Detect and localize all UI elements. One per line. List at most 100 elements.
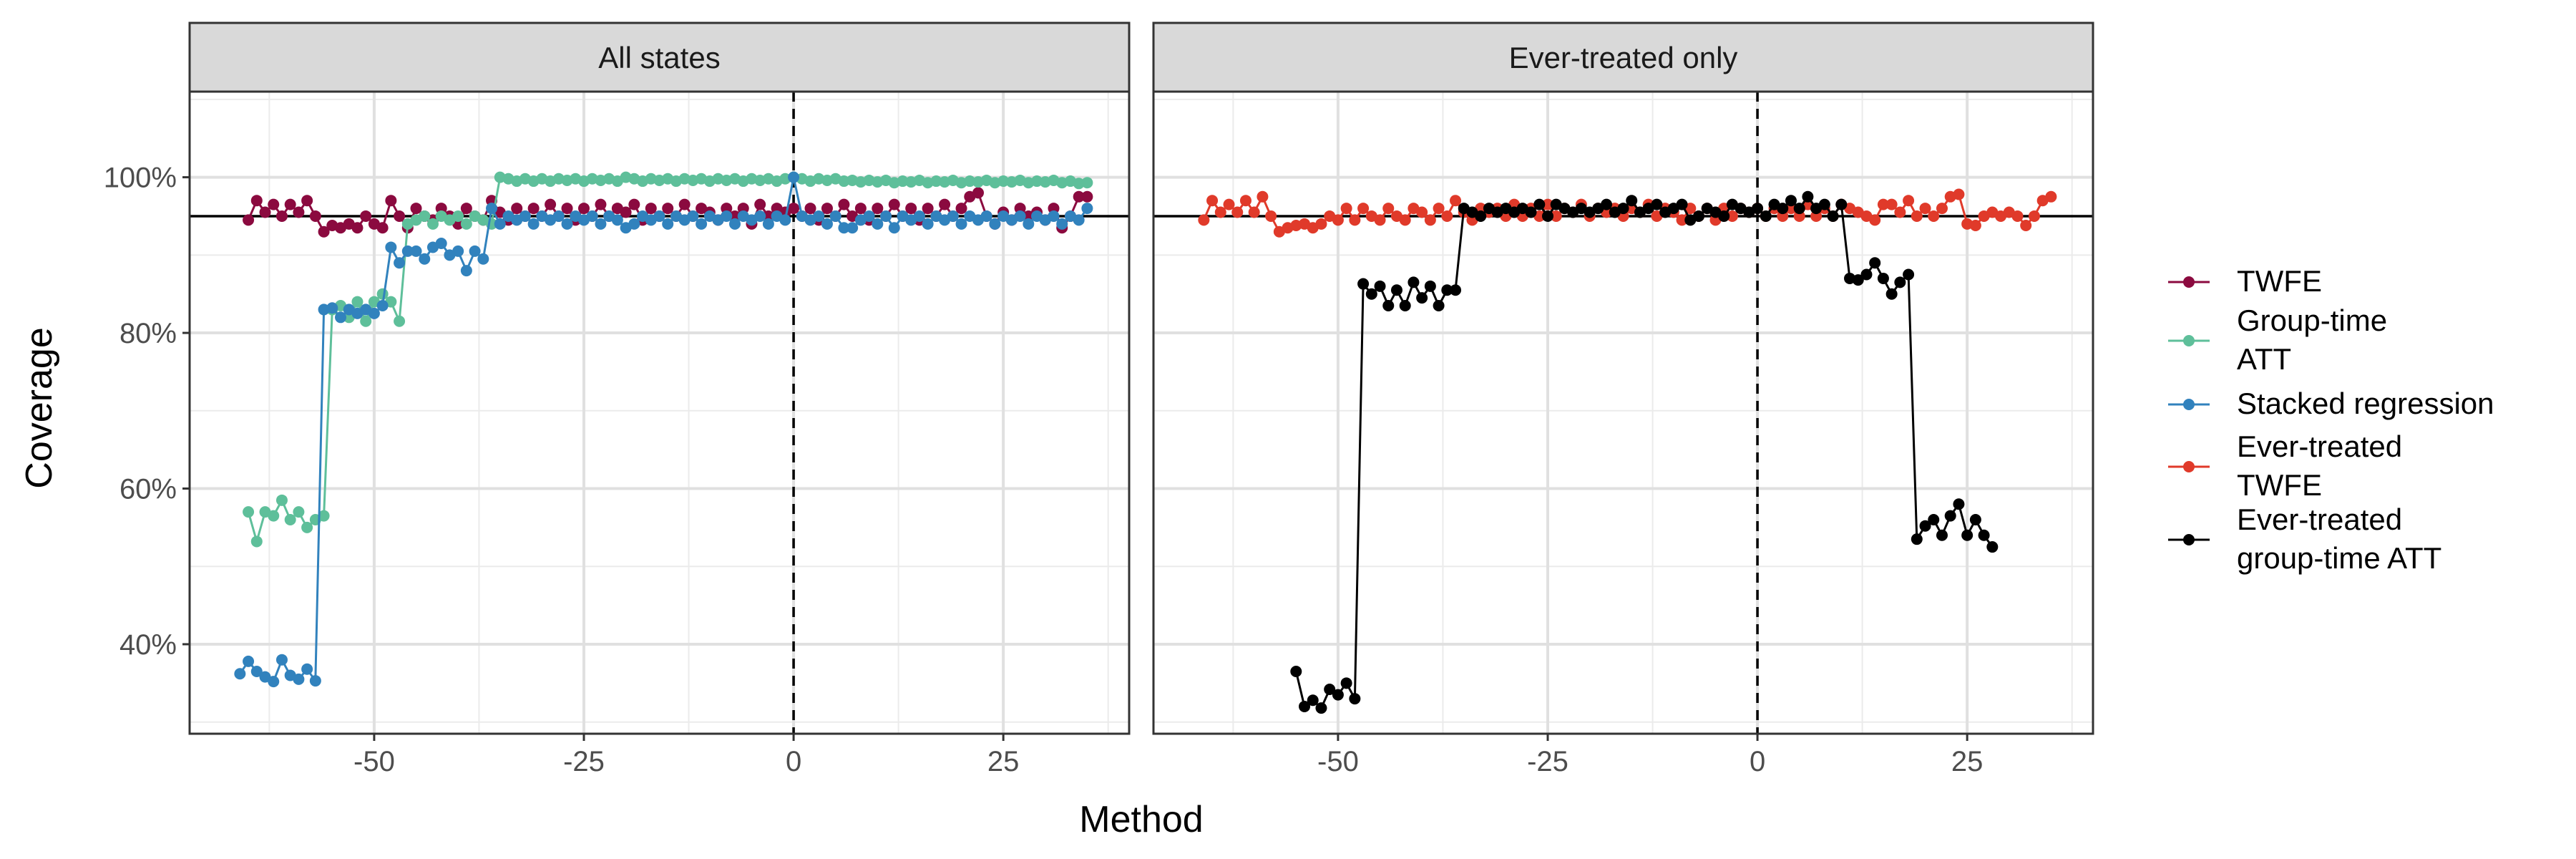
data-point [1441, 284, 1453, 296]
data-point [250, 666, 263, 678]
legend-item: Group-time ATT [2168, 304, 2387, 376]
data-point [1315, 702, 1327, 714]
data-point [335, 311, 347, 324]
data-point [419, 253, 431, 265]
data-point [1231, 206, 1244, 218]
data-point [1969, 220, 1981, 232]
data-point [368, 307, 380, 319]
data-point [1752, 203, 1764, 215]
data-point [561, 218, 573, 230]
data-point [1198, 214, 1210, 226]
data-point [268, 198, 280, 210]
data-point [460, 218, 472, 230]
data-point [1441, 210, 1453, 222]
data-point [838, 198, 850, 210]
x-tick-label: 0 [1750, 746, 1765, 777]
data-point [577, 203, 590, 215]
legend-item: Stacked regression [2168, 387, 2494, 420]
data-point [527, 218, 540, 230]
data-point [1450, 284, 1462, 296]
data-point [1332, 689, 1344, 701]
data-point [243, 506, 255, 518]
data-point [1048, 210, 1060, 222]
data-point [452, 210, 464, 222]
data-point [913, 210, 925, 222]
data-point [897, 175, 909, 188]
data-point [1693, 210, 1705, 222]
data-point [997, 175, 1010, 188]
panel-border [1152, 90, 2094, 735]
data-point [243, 655, 255, 667]
data-point [1290, 666, 1302, 678]
data-point [2011, 210, 2024, 222]
data-point [410, 245, 422, 257]
data-point [595, 218, 607, 230]
data-point [1903, 268, 1915, 281]
x-tick-label: 25 [1951, 746, 1984, 777]
data-point [1399, 214, 1411, 226]
data-point [469, 245, 481, 257]
legend-label: group-time ATT [2237, 541, 2441, 575]
data-point [250, 535, 263, 548]
data-point [1928, 210, 1940, 222]
data-point [964, 175, 976, 188]
data-point [1877, 198, 1889, 210]
data-point [275, 210, 288, 222]
data-point [1827, 210, 1839, 222]
data-point [662, 203, 674, 215]
data-point [1969, 514, 1981, 525]
data-point [1265, 210, 1277, 222]
data-point [1911, 533, 1923, 545]
data-point [1382, 300, 1395, 311]
data-point [1450, 195, 1462, 207]
data-point [888, 222, 900, 234]
data-point [1315, 218, 1327, 230]
data-point [1885, 288, 1898, 300]
data-point [872, 203, 884, 215]
data-point [1357, 203, 1370, 215]
data-point [394, 210, 406, 222]
data-point [268, 510, 280, 522]
panel-border [188, 90, 1131, 735]
data-point [1986, 541, 1999, 553]
data-point [1424, 280, 1436, 292]
data-point [376, 222, 389, 234]
data-point [980, 210, 992, 222]
data-point [1014, 210, 1026, 222]
data-point [477, 253, 489, 265]
data-point [1257, 190, 1269, 203]
grid [1153, 92, 2093, 734]
data-point [1081, 177, 1093, 189]
data-point [1525, 206, 1537, 218]
legend-key-point [2183, 276, 2195, 288]
data-point [1056, 218, 1068, 230]
y-tick-label: 60% [119, 474, 177, 505]
legend-item: Ever-treated TWFE [2168, 430, 2402, 502]
data-point [1374, 280, 1386, 292]
data-point [1818, 198, 1830, 210]
legend-label: Stacked regression [2237, 387, 2494, 420]
data-point [301, 195, 313, 207]
data-point [838, 222, 850, 234]
y-axis-title: Coverage [19, 327, 60, 488]
data-point [351, 296, 364, 308]
panels-layer: All states -50 -25 0 25 40% 60% 80% 100% Ever-tre… [104, 21, 2094, 777]
data-point [872, 218, 884, 230]
data-point [1340, 677, 1352, 689]
legend-key-point [2183, 534, 2195, 545]
data-point [1214, 206, 1226, 218]
data-point [1332, 214, 1344, 226]
data-point [754, 198, 766, 210]
data-point [318, 510, 330, 522]
plot-area [190, 92, 1129, 734]
plot-area [1153, 92, 2093, 734]
data-point [1475, 210, 1487, 222]
data-point [754, 210, 766, 222]
data-point [275, 654, 288, 666]
data-point [376, 288, 389, 300]
data-point [1944, 510, 1956, 522]
data-point [779, 214, 791, 226]
legend-label: Ever-treated [2237, 430, 2402, 463]
data-point [1785, 195, 1797, 207]
data-point [1433, 203, 1445, 215]
